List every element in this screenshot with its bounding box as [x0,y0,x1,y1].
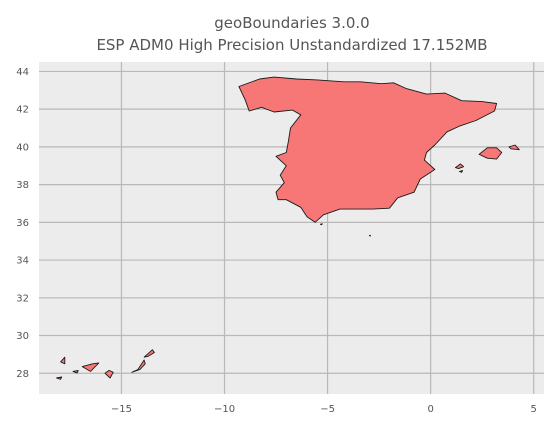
x-tick-label: −15 [111,404,132,415]
region-la-palma [60,356,66,365]
region-formentera [459,170,464,173]
region-mainland [238,76,498,223]
y-tick-label: 42 [16,105,29,116]
region-gran-canaria [104,369,114,379]
x-tick-label: 0 [427,404,433,415]
y-tick-label: 32 [16,293,29,304]
region-lanzarote [143,349,155,358]
y-tick-label: 38 [16,180,29,191]
country-shapes [56,76,520,380]
y-tick-label: 36 [16,218,29,229]
x-tick-label: −5 [320,404,335,415]
y-tick-label: 44 [16,67,29,78]
y-tick-label: 28 [16,369,29,380]
region-mallorca [478,147,503,160]
region-menorca [508,144,520,151]
region-melilla [368,234,371,237]
region-fuerteventura [131,359,146,373]
x-axis-ticks: −15 −10 −5 0 5 [111,404,537,415]
y-tick-label: 30 [16,331,29,342]
region-el-hierro [56,376,63,380]
x-tick-label: −10 [214,404,235,415]
y-tick-label: 34 [16,256,29,267]
region-ibiza [454,163,465,170]
chart-title-line1: geoBoundaries 3.0.0 [214,14,369,32]
y-axis-ticks: 28 30 32 34 36 38 40 42 44 [16,67,29,380]
region-ceuta [319,223,323,226]
region-la-gomera [72,369,79,374]
region-tenerife [81,362,100,372]
x-tick-label: 5 [531,404,537,415]
chart-title-line2: ESP ADM0 High Precision Unstandardized 1… [96,36,487,54]
y-tick-label: 40 [16,142,29,153]
